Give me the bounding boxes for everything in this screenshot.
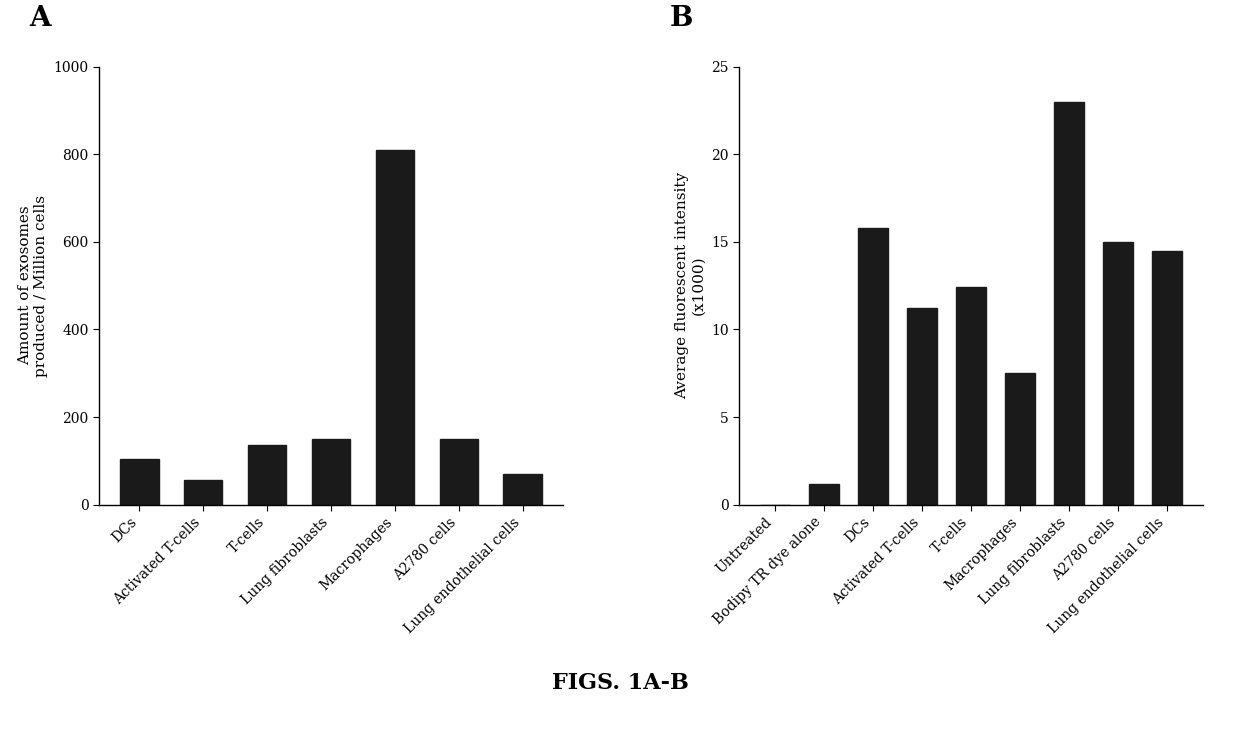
Bar [312, 439, 350, 505]
Bar [503, 474, 542, 505]
Text: A: A [30, 4, 51, 32]
Bar [1054, 102, 1084, 505]
Bar [1104, 242, 1132, 505]
Bar [810, 484, 838, 505]
Bar [120, 459, 159, 505]
Bar [376, 150, 414, 505]
Text: FIGS. 1A-B: FIGS. 1A-B [552, 672, 688, 694]
Bar [440, 439, 477, 505]
Bar [908, 309, 936, 505]
Bar [248, 445, 286, 505]
Bar [1006, 373, 1034, 505]
Bar [185, 481, 222, 505]
Bar [858, 228, 888, 505]
Bar [956, 287, 986, 505]
Y-axis label: Amount of exosomes
produced / Million cells: Amount of exosomes produced / Million ce… [17, 194, 48, 377]
Text: B: B [670, 4, 693, 32]
Bar [1152, 251, 1182, 505]
Y-axis label: Average fluorescent intensity
(x1000): Average fluorescent intensity (x1000) [676, 172, 706, 399]
